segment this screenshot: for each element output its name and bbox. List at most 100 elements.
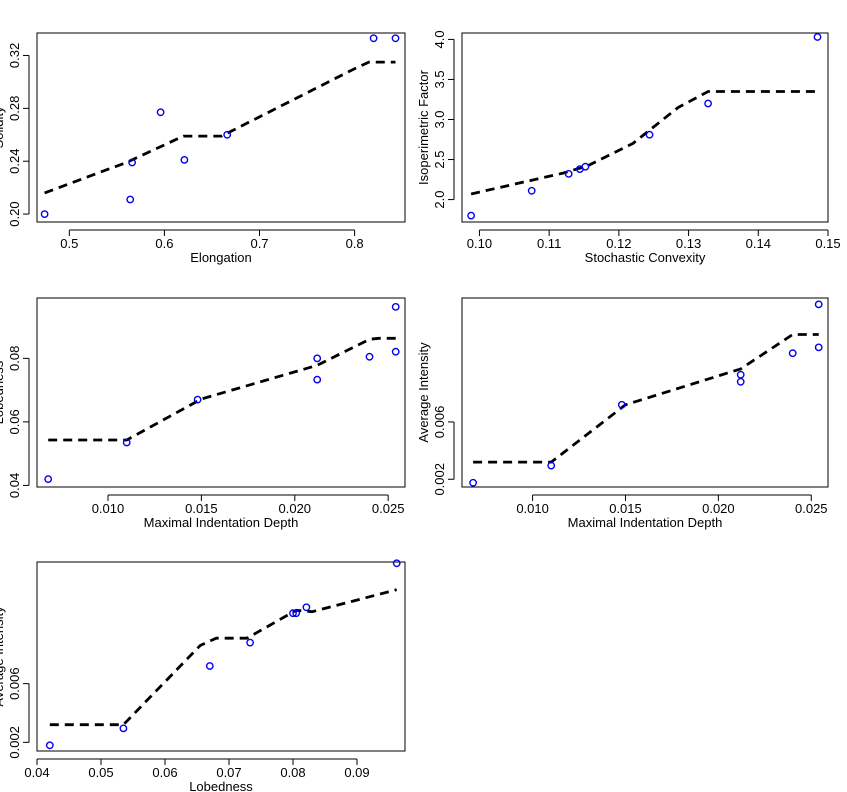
x-tick-label: 0.6 — [155, 236, 173, 251]
data-point — [128, 158, 137, 167]
plot-frame — [36, 297, 406, 488]
data-point — [292, 609, 301, 618]
y-tick-label: 0.28 — [7, 96, 22, 121]
data-point — [391, 347, 400, 356]
x-tick-label: 0.020 — [702, 501, 735, 516]
data-point — [392, 559, 401, 568]
x-axis-title: Maximal Indentation Depth — [144, 515, 299, 530]
y-axis-title: Solidity — [0, 106, 6, 148]
fit-line — [470, 90, 818, 196]
x-tick-label: 0.05 — [88, 765, 113, 780]
data-point — [119, 724, 128, 733]
data-point — [704, 99, 712, 108]
y-tick-label: 2.5 — [432, 150, 447, 168]
data-point — [44, 475, 53, 483]
y-tick-label: 2.0 — [432, 191, 447, 209]
x-tick-label: 0.025 — [372, 501, 405, 516]
data-point — [193, 395, 202, 404]
data-point — [289, 609, 297, 618]
y-axis-title: Isoperimetric Factor — [416, 69, 431, 185]
y-tick-label: 0.24 — [7, 149, 22, 174]
x-tick-label: 0.15 — [815, 236, 840, 251]
y-axis-title: Lobedness — [0, 360, 6, 424]
data-point — [180, 155, 189, 164]
x-tick-label: 0.13 — [676, 236, 701, 251]
data-point — [126, 195, 135, 204]
fit-line — [473, 333, 819, 464]
x-tick-label: 0.020 — [279, 501, 312, 516]
data-point — [645, 130, 654, 139]
fit-line — [49, 588, 398, 727]
y-axis-title: Average Intensity — [0, 606, 6, 707]
data-point — [581, 162, 590, 171]
data-point — [527, 186, 536, 195]
data-point — [391, 34, 400, 43]
plot-frame — [36, 561, 406, 752]
data-point — [365, 352, 374, 361]
data-point — [302, 603, 311, 612]
panel-isoperimetric-vs-convexity: 0.10 0.11 0.12 0.13 0.14 0.15 Stochastic Conve… — [416, 30, 841, 265]
data-point — [467, 211, 475, 220]
data-point — [564, 169, 573, 178]
data-point — [813, 33, 822, 41]
x-tick-label: 0.10 — [467, 236, 492, 251]
y-tick-label: 3.5 — [432, 70, 447, 88]
x-tick-label: 0.08 — [280, 765, 305, 780]
data-point — [469, 478, 477, 487]
plot-frame — [461, 32, 829, 223]
y-tick-label: 3.0 — [432, 110, 447, 128]
fit-line — [48, 336, 396, 442]
y-tick-label: 4.0 — [432, 30, 447, 48]
data-point — [617, 400, 626, 409]
x-axis-title: Elongation — [190, 250, 251, 265]
x-tick-label: 0.14 — [746, 236, 771, 251]
y-tick-label: 0.006 — [432, 406, 447, 439]
x-axis-title: Lobedness — [189, 779, 253, 792]
x-tick-label: 0.010 — [92, 501, 125, 516]
data-point — [788, 349, 797, 358]
data-point — [369, 34, 378, 43]
x-tick-label: 0.12 — [606, 236, 631, 251]
data-point — [122, 438, 131, 447]
plot-frame — [36, 32, 406, 223]
y-tick-label: 0.006 — [7, 667, 22, 700]
x-tick-label: 0.015 — [609, 501, 642, 516]
plot-frame — [461, 297, 829, 488]
y-tick-label: 0.06 — [7, 409, 22, 434]
data-point — [45, 741, 54, 750]
data-point — [814, 343, 823, 352]
x-tick-label: 0.06 — [152, 765, 177, 780]
data-point — [814, 300, 823, 309]
x-tick-label: 0.8 — [346, 236, 364, 251]
y-tick-label: 0.08 — [7, 346, 22, 371]
data-point — [223, 130, 232, 139]
data-point — [246, 638, 255, 647]
y-axis-title: Average Intensity — [416, 342, 431, 443]
data-point — [313, 375, 322, 384]
data-point — [40, 210, 49, 219]
x-tick-label: 0.11 — [537, 236, 561, 251]
y-tick-label: 0.002 — [432, 463, 447, 496]
fit-line — [44, 60, 396, 195]
data-point — [205, 662, 214, 670]
y-tick-label: 0.04 — [7, 473, 22, 498]
x-tick-label: 0.010 — [516, 501, 549, 516]
x-tick-label: 0.025 — [795, 501, 828, 516]
x-tick-label: 0.5 — [60, 236, 78, 251]
y-tick-label: 0.32 — [7, 43, 22, 68]
data-point — [313, 354, 322, 363]
data-point — [736, 370, 745, 379]
x-tick-label: 0.015 — [185, 501, 218, 516]
x-tick-label: 0.07 — [216, 765, 241, 780]
panel-solidity-vs-elongation: 0.5 0.6 0.7 0.8 Elongation 0.20 0.24 0.28 0.32 So… — [0, 32, 406, 265]
y-tick-label: 0.20 — [7, 201, 22, 226]
x-tick-label: 0.7 — [250, 236, 268, 251]
panel-intensity-vs-lobedness: 0.04 0.05 0.06 0.07 0.08 0.09 Lobedness 0.002 0.… — [0, 559, 406, 792]
data-point — [547, 461, 556, 470]
panel-lobedness-vs-indentation: 0.010 0.015 0.020 0.025 Maximal Indentation … — [0, 297, 406, 530]
x-tick-label: 0.04 — [24, 765, 49, 780]
x-axis-title: Stochastic Convexity — [585, 250, 706, 265]
x-axis-title: Maximal Indentation Depth — [568, 515, 723, 530]
data-point — [156, 108, 165, 117]
